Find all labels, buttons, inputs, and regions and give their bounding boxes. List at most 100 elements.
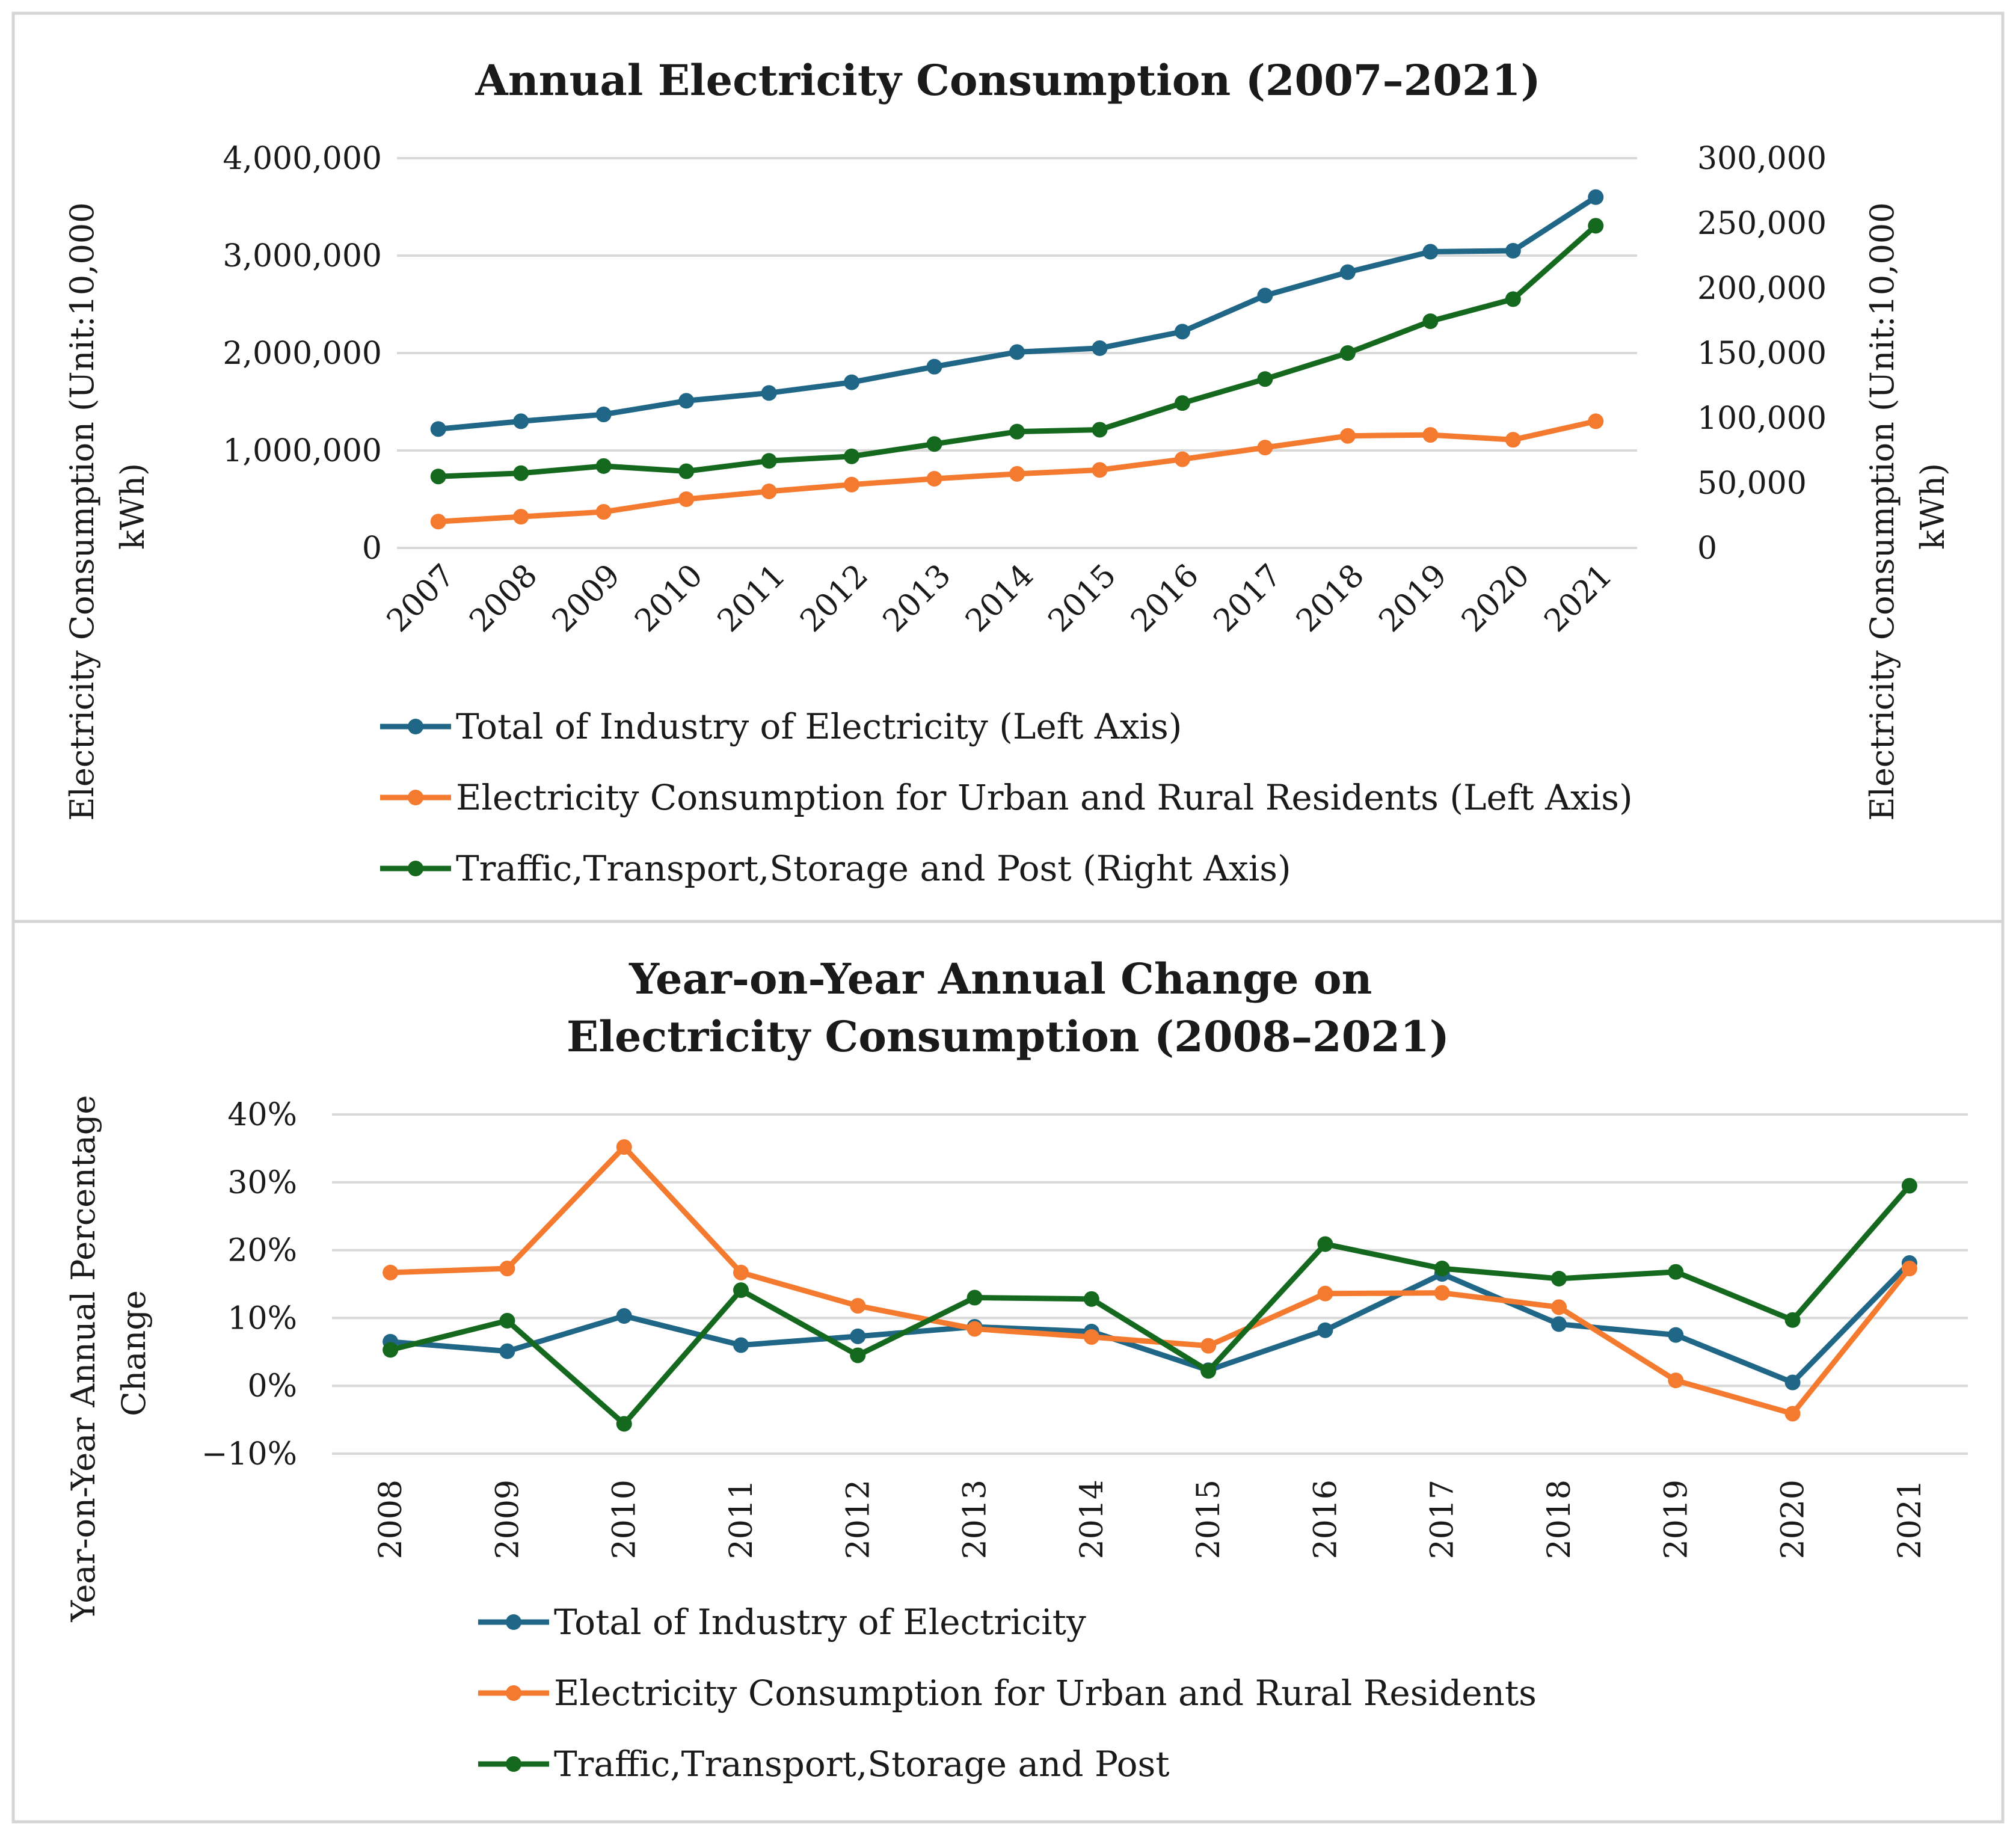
chart2-y-axis-label-line2: Change (115, 1290, 153, 1416)
chart2-series-1-point (616, 1139, 632, 1155)
chart2-legend-marker-0 (506, 1614, 521, 1630)
chart2-series-0-point (616, 1308, 632, 1324)
chart1-legend-marker-2 (408, 861, 423, 876)
chart2-series-0-point (1317, 1322, 1333, 1338)
chart1-series-0-point (595, 407, 612, 423)
chart1-series-1-point (1505, 432, 1521, 448)
chart2-series-0-point (850, 1328, 866, 1344)
chart1-right-tick-label: 100,000 (1697, 401, 1827, 437)
chart2-series-2-point (383, 1342, 399, 1358)
chart-annual-consumption: Annual Electricity Consumption (2007–202… (63, 55, 1952, 889)
chart1-x-tick-label: 2015 (1042, 558, 1123, 639)
chart1-right-tick-label: 150,000 (1697, 336, 1827, 372)
chart1-left-axis-label-line2: kWh) (114, 463, 152, 550)
chart1-series-2-point (1009, 423, 1025, 440)
chart1-legend-label-2: Traffic,Transport,Storage and Post (Righ… (456, 848, 1291, 889)
chart1-left-y-ticks: 0 1,000,000 2,000,000 3,000,000 4,000,000 (223, 141, 382, 567)
chart1-series-0-point (761, 385, 777, 401)
chart2-series-2-point (499, 1312, 515, 1329)
chart1-title: Annual Electricity Consumption (2007–202… (475, 55, 1540, 105)
chart2-series-2-point (850, 1347, 866, 1363)
chart1-x-tick-label: 2008 (463, 558, 544, 639)
chart1-x-tick-label: 2010 (628, 558, 710, 639)
chart1-series-0-point (1422, 244, 1439, 260)
chart1-series-0-point (1588, 189, 1604, 205)
chart2-y-axis-label: Year-on-Year Annual Percentage Change (64, 1084, 153, 1622)
chart1-right-tick-label: 0 (1697, 530, 1717, 567)
chart2-series (383, 1139, 1917, 1432)
chart1-x-tick-label: 2016 (1124, 558, 1206, 639)
chart2-series-0-point (1551, 1316, 1567, 1332)
chart2-y-tick-label: −10% (201, 1436, 297, 1472)
chart1-series-1-point (595, 504, 612, 520)
chart1-series-0-point (1092, 340, 1108, 356)
chart2-series-2-point (1784, 1312, 1801, 1328)
chart1-series-0-point (513, 413, 529, 429)
chart1-series-0-point (1257, 287, 1273, 304)
chart1-x-tick-label: 2013 (876, 558, 958, 639)
chart2-series-1-point (967, 1321, 983, 1337)
chart1-series-0-point (1505, 242, 1521, 259)
chart1-series-2-point (1422, 313, 1439, 330)
chart1-left-tick-label: 3,000,000 (223, 238, 382, 274)
chart1-series-0-line (435, 194, 1599, 432)
chart2-series-2-point (616, 1416, 632, 1432)
chart1-legend-marker-0 (408, 719, 423, 734)
chart1-series-2-point (1257, 371, 1273, 387)
chart1-series-0-point (844, 374, 860, 390)
chart2-series-1-point (1551, 1299, 1567, 1315)
chart1-legend: Total of Industry of Electricity (Left A… (380, 706, 1633, 889)
chart2-series-1-point (499, 1261, 515, 1277)
chart1-series-2-point (844, 448, 860, 464)
chart2-series-0-line (387, 1260, 1913, 1386)
chart1-series-1-point (513, 509, 529, 525)
chart1-series-0-point (678, 393, 695, 409)
chart2-series-2-point (1200, 1363, 1217, 1379)
chart1-left-axis-label: Electricity Consumption (Unit:10,000 kWh… (63, 192, 152, 821)
chart1-right-tick-label: 200,000 (1697, 271, 1827, 307)
chart1-series-1-point (1092, 462, 1108, 478)
chart2-x-ticks: 2008 2009 2010 2011 2012 2013 2014 2015 2016 2017… (373, 1480, 1928, 1559)
chart1-right-tick-label: 50,000 (1697, 466, 1807, 502)
chart2-x-tick-label: 2018 (1541, 1480, 1578, 1559)
chart1-right-axis-label: Electricity Consumption (Unit:10,000 kWh… (1863, 192, 1952, 821)
chart1-series-2-point (1174, 395, 1190, 411)
chart2-series-2-line (387, 1182, 1913, 1427)
chart2-y-tick-label: 40% (227, 1097, 297, 1133)
chart2-y-tick-label: 0% (248, 1368, 298, 1404)
chart2-x-tick-label: 2019 (1658, 1480, 1694, 1559)
chart1-series-2-point (1505, 291, 1521, 307)
chart1-legend-marker-1 (408, 790, 423, 805)
chart1-series-1-point (1257, 440, 1273, 456)
chart1-series-2-point (1588, 218, 1604, 234)
chart2-series-1-point (1901, 1261, 1917, 1277)
chart1-x-tick-label: 2019 (1372, 558, 1454, 639)
chart1-x-tick-label: 2020 (1455, 558, 1537, 639)
chart1-x-tick-label: 2017 (1207, 558, 1289, 639)
chart1-right-axis-label-line2: kWh) (1914, 463, 1952, 550)
chart1-left-tick-label: 2,000,000 (223, 336, 382, 372)
chart2-series-1-point (1784, 1406, 1801, 1422)
chart2-x-tick-label: 2011 (724, 1480, 760, 1559)
chart2-series-0-point (733, 1337, 749, 1353)
chart2-x-tick-label: 2012 (840, 1480, 876, 1559)
chart2-legend-label-1: Electricity Consumption for Urban and Ru… (554, 1673, 1537, 1714)
chart2-y-ticks: −10% 0% 10% 20% 30% 40% (201, 1097, 297, 1472)
chart2-legend-marker-2 (506, 1756, 521, 1772)
chart1-series-1-point (1339, 428, 1356, 444)
chart1-x-tick-label: 2018 (1289, 558, 1371, 639)
chart2-series-2-point (1434, 1261, 1450, 1277)
chart2-series-2-point (733, 1282, 749, 1299)
chart2-series-1-point (1317, 1285, 1333, 1302)
chart2-y-axis-label-line1: Year-on-Year Annual Percentage (64, 1095, 102, 1623)
chart1-series-1-point (1174, 451, 1190, 467)
chart1-series-2-point (595, 458, 612, 474)
chart2-series-1-point (850, 1298, 866, 1314)
chart1-legend-label-0: Total of Industry of Electricity (Left A… (456, 706, 1182, 747)
chart2-series-1-point (383, 1264, 399, 1280)
chart1-series-0-point (1009, 344, 1025, 360)
chart1-right-tick-label: 250,000 (1697, 206, 1827, 242)
chart2-x-tick-label: 2020 (1775, 1480, 1812, 1559)
chart1-series-1-point (761, 484, 777, 500)
